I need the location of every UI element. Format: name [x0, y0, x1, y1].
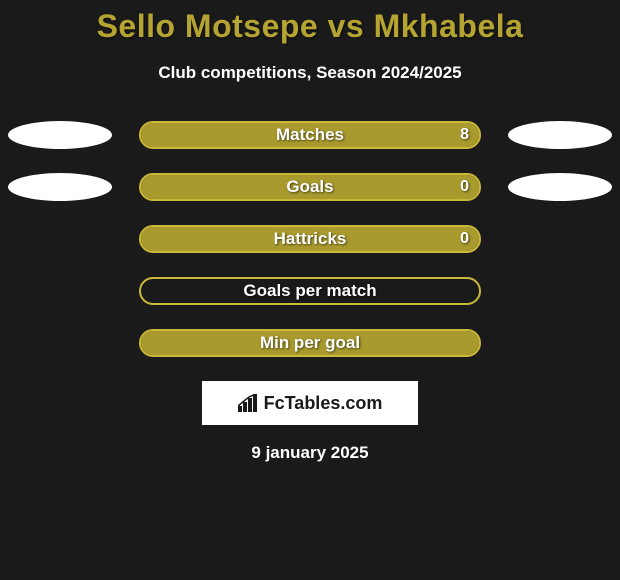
- stat-value-right: 0: [460, 230, 469, 248]
- stat-row: Min per goal: [0, 329, 620, 357]
- stat-bar-container: Hattricks 0: [139, 225, 481, 253]
- stat-bar-container: Goals 0: [139, 173, 481, 201]
- stat-label: Goals per match: [243, 281, 376, 301]
- date-text: 9 january 2025: [0, 443, 620, 463]
- stat-row: Matches 8: [0, 121, 620, 149]
- stat-bar-container: Goals per match: [139, 277, 481, 305]
- stat-row: Goals per match: [0, 277, 620, 305]
- player-ellipse-left: [8, 121, 112, 149]
- player-ellipse-left: [8, 173, 112, 201]
- stat-label: Hattricks: [274, 229, 347, 249]
- chart-icon: [238, 394, 260, 412]
- player-ellipse-right: [508, 121, 612, 149]
- comparison-title: Sello Motsepe vs Mkhabela: [0, 0, 620, 45]
- stat-label: Min per goal: [260, 333, 360, 353]
- stat-label: Goals: [286, 177, 333, 197]
- stat-value-right: 8: [460, 126, 469, 144]
- player-ellipse-right: [508, 173, 612, 201]
- stat-row: Goals 0: [0, 173, 620, 201]
- stat-bar-container: Matches 8: [139, 121, 481, 149]
- stat-bar-container: Min per goal: [139, 329, 481, 357]
- logo-box: FcTables.com: [202, 381, 418, 425]
- stat-value-right: 0: [460, 178, 469, 196]
- logo-text: FcTables.com: [238, 393, 383, 414]
- stat-row: Hattricks 0: [0, 225, 620, 253]
- stats-container: Matches 8 Goals 0 Hattricks 0 Goals per match M…: [0, 121, 620, 357]
- logo-label: FcTables.com: [264, 393, 383, 414]
- comparison-subtitle: Club competitions, Season 2024/2025: [0, 63, 620, 83]
- stat-label: Matches: [276, 125, 344, 145]
